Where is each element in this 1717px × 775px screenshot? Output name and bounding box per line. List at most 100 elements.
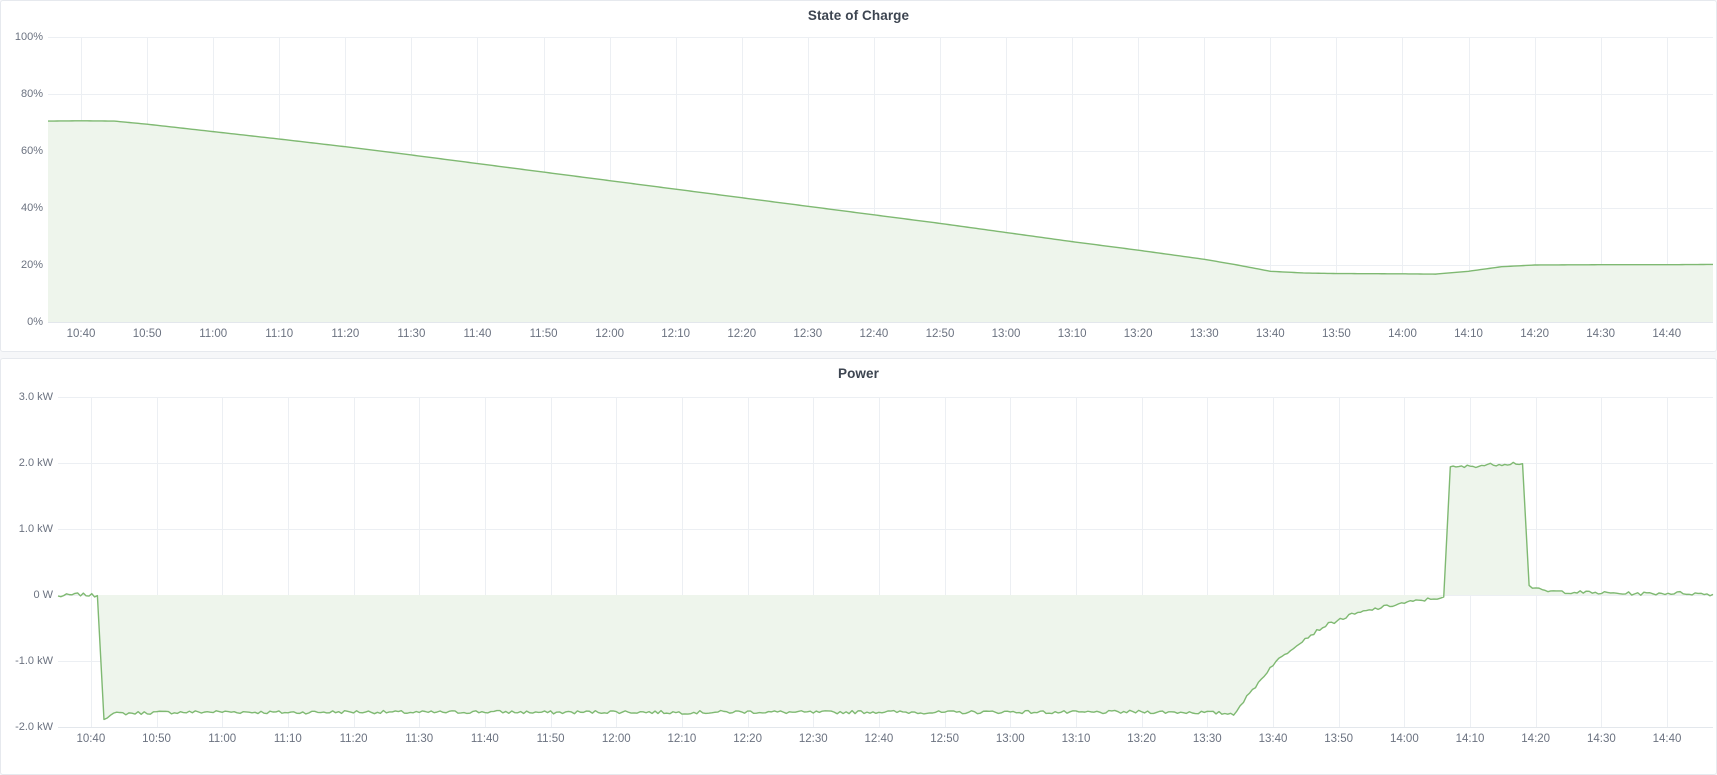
- x-axis-tick-label: 13:40: [1258, 733, 1288, 745]
- gridline-vertical: [1534, 37, 1536, 322]
- y-axis-soc: 0% 20% 40% 60% 80% 100%: [1, 31, 43, 328]
- gridline-vertical: [939, 37, 941, 322]
- x-axis-tick-label: 14:00: [1389, 733, 1419, 745]
- page-title-soc: State of Charge: [807, 8, 910, 23]
- gridline-horizontal: [58, 463, 1713, 464]
- gridline-vertical: [1075, 397, 1077, 727]
- plot-area-power[interactable]: [57, 397, 1714, 728]
- panel-state-of-charge[interactable]: State of Charge 0% 20% 40% 60% 80% 100% 10:40…: [0, 0, 1717, 352]
- x-axis-tick-label: 12:50: [930, 733, 959, 745]
- y-axis-tick-label: 1.0 kW: [18, 523, 53, 535]
- x-axis-tick-label: 14:20: [1521, 733, 1551, 745]
- gridline-vertical: [156, 397, 158, 727]
- x-axis-tick-label: 11:50: [536, 733, 565, 745]
- x-axis-tick-label: 12:40: [859, 328, 889, 340]
- plot-area-soc[interactable]: [47, 37, 1714, 323]
- x-axis-tick-label: 13:50: [1324, 733, 1354, 745]
- x-axis-tick-label: 12:30: [798, 733, 828, 745]
- x-axis-tick-label: 12:00: [595, 328, 624, 340]
- gridline-vertical: [873, 37, 875, 322]
- gridline-vertical: [741, 37, 743, 322]
- x-axis-soc: 10:40 10:50 11:00 11:10 11:20 11:30 11:40 11:50…: [48, 328, 1713, 350]
- x-axis-tick-label: 11:40: [470, 733, 499, 745]
- x-axis-tick-label: 12:20: [733, 733, 762, 745]
- gridline-vertical: [1006, 37, 1008, 322]
- x-axis-tick-label: 11:30: [397, 328, 426, 340]
- gridline-vertical: [747, 397, 749, 727]
- x-axis-tick-label: 13:00: [995, 733, 1025, 745]
- x-axis-tick-label: 11:20: [331, 328, 360, 340]
- x-axis-tick-label: 14:20: [1520, 328, 1549, 340]
- gridline-vertical: [353, 397, 355, 727]
- gridline-horizontal: [48, 208, 1713, 209]
- y-axis-tick-label: 40%: [20, 202, 43, 214]
- y-axis-tick-label: -1.0 kW: [15, 655, 53, 667]
- gridline-vertical: [1336, 37, 1338, 322]
- gridline-horizontal: [58, 529, 1713, 530]
- y-axis-tick-label: 0%: [27, 316, 43, 328]
- x-axis-tick-label: 11:00: [208, 733, 237, 745]
- gridline-vertical: [944, 397, 946, 727]
- gridline-vertical: [616, 397, 618, 727]
- gridline-vertical: [1402, 37, 1404, 322]
- gridline-vertical: [807, 37, 809, 322]
- x-axis-tick-label: 10:40: [76, 733, 106, 745]
- x-axis-tick-label: 11:10: [273, 733, 302, 745]
- x-axis-tick-label: 14:30: [1586, 733, 1616, 745]
- y-axis-tick-label: 60%: [20, 145, 43, 157]
- gridline-vertical: [813, 397, 815, 727]
- y-axis-tick-label: 0 W: [33, 589, 53, 601]
- gridline-horizontal: [48, 37, 1713, 38]
- x-axis-tick-label: 11:10: [265, 328, 294, 340]
- series-area-fill: [48, 120, 1713, 322]
- x-axis-tick-label: 11:00: [199, 328, 228, 340]
- gridline-vertical: [1204, 37, 1206, 322]
- y-axis-tick-label: 20%: [20, 259, 43, 271]
- series-stroke: [47, 120, 1714, 275]
- gridline-horizontal: [48, 322, 1713, 323]
- gridline-vertical: [1468, 37, 1470, 322]
- gridline-vertical: [878, 397, 880, 727]
- y-axis-tick-label: -2.0 kW: [15, 721, 53, 733]
- gridline-vertical: [1666, 37, 1668, 322]
- x-axis-tick-label: 11:30: [405, 733, 434, 745]
- y-axis-tick-label: 2.0 kW: [18, 457, 53, 469]
- panel-power[interactable]: Power 3.0 kW 2.0 kW 1.0 kW 0 W -1.0 kW -2.0 k…: [0, 358, 1717, 775]
- x-axis-tick-label: 12:30: [793, 328, 823, 340]
- gridline-vertical: [1141, 397, 1143, 727]
- x-axis-tick-label: 12:20: [727, 328, 757, 340]
- x-axis-tick-label: 14:00: [1388, 328, 1417, 340]
- x-axis-tick-label: 13:40: [1255, 328, 1285, 340]
- x-axis-tick-label: 14:30: [1586, 328, 1616, 340]
- x-axis-tick-label: 11:20: [339, 733, 368, 745]
- series-area-fill: [58, 462, 1713, 720]
- y-axis-tick-label: 100%: [14, 31, 43, 43]
- gridline-vertical: [1600, 37, 1602, 322]
- gridline-vertical: [1667, 397, 1669, 727]
- gridline-vertical: [1010, 397, 1012, 727]
- gridline-vertical: [1601, 397, 1603, 727]
- x-axis-tick-label: 10:40: [66, 328, 96, 340]
- x-axis-tick-label: 13:10: [1057, 328, 1087, 340]
- gridline-vertical: [609, 37, 611, 322]
- gridline-horizontal: [58, 727, 1713, 728]
- x-axis-tick-label: 14:10: [1454, 328, 1483, 340]
- y-axis-power: 3.0 kW 2.0 kW 1.0 kW 0 W -1.0 kW -2.0 kW: [1, 391, 53, 733]
- gridline-vertical: [484, 397, 486, 727]
- x-axis-tick-label: 13:10: [1061, 733, 1091, 745]
- x-axis-tick-label: 12:10: [667, 733, 697, 745]
- series-line: [57, 461, 1714, 721]
- gridline-vertical: [1207, 397, 1209, 727]
- x-axis-tick-label: 14:40: [1652, 733, 1682, 745]
- gridline-vertical: [1338, 397, 1340, 727]
- x-axis-tick-label: 13:50: [1322, 328, 1351, 340]
- x-axis-tick-label: 13:30: [1192, 733, 1222, 745]
- x-axis-tick-label: 10:50: [142, 733, 171, 745]
- x-axis-tick-label: 11:40: [463, 328, 492, 340]
- gridline-horizontal: [48, 94, 1713, 95]
- x-axis-tick-label: 13:20: [1123, 328, 1153, 340]
- series-line: [47, 120, 1714, 322]
- x-axis-power: 10:40 10:50 11:00 11:10 11:20 11:30 11:40 11:50…: [58, 733, 1713, 755]
- gridline-vertical: [550, 397, 552, 727]
